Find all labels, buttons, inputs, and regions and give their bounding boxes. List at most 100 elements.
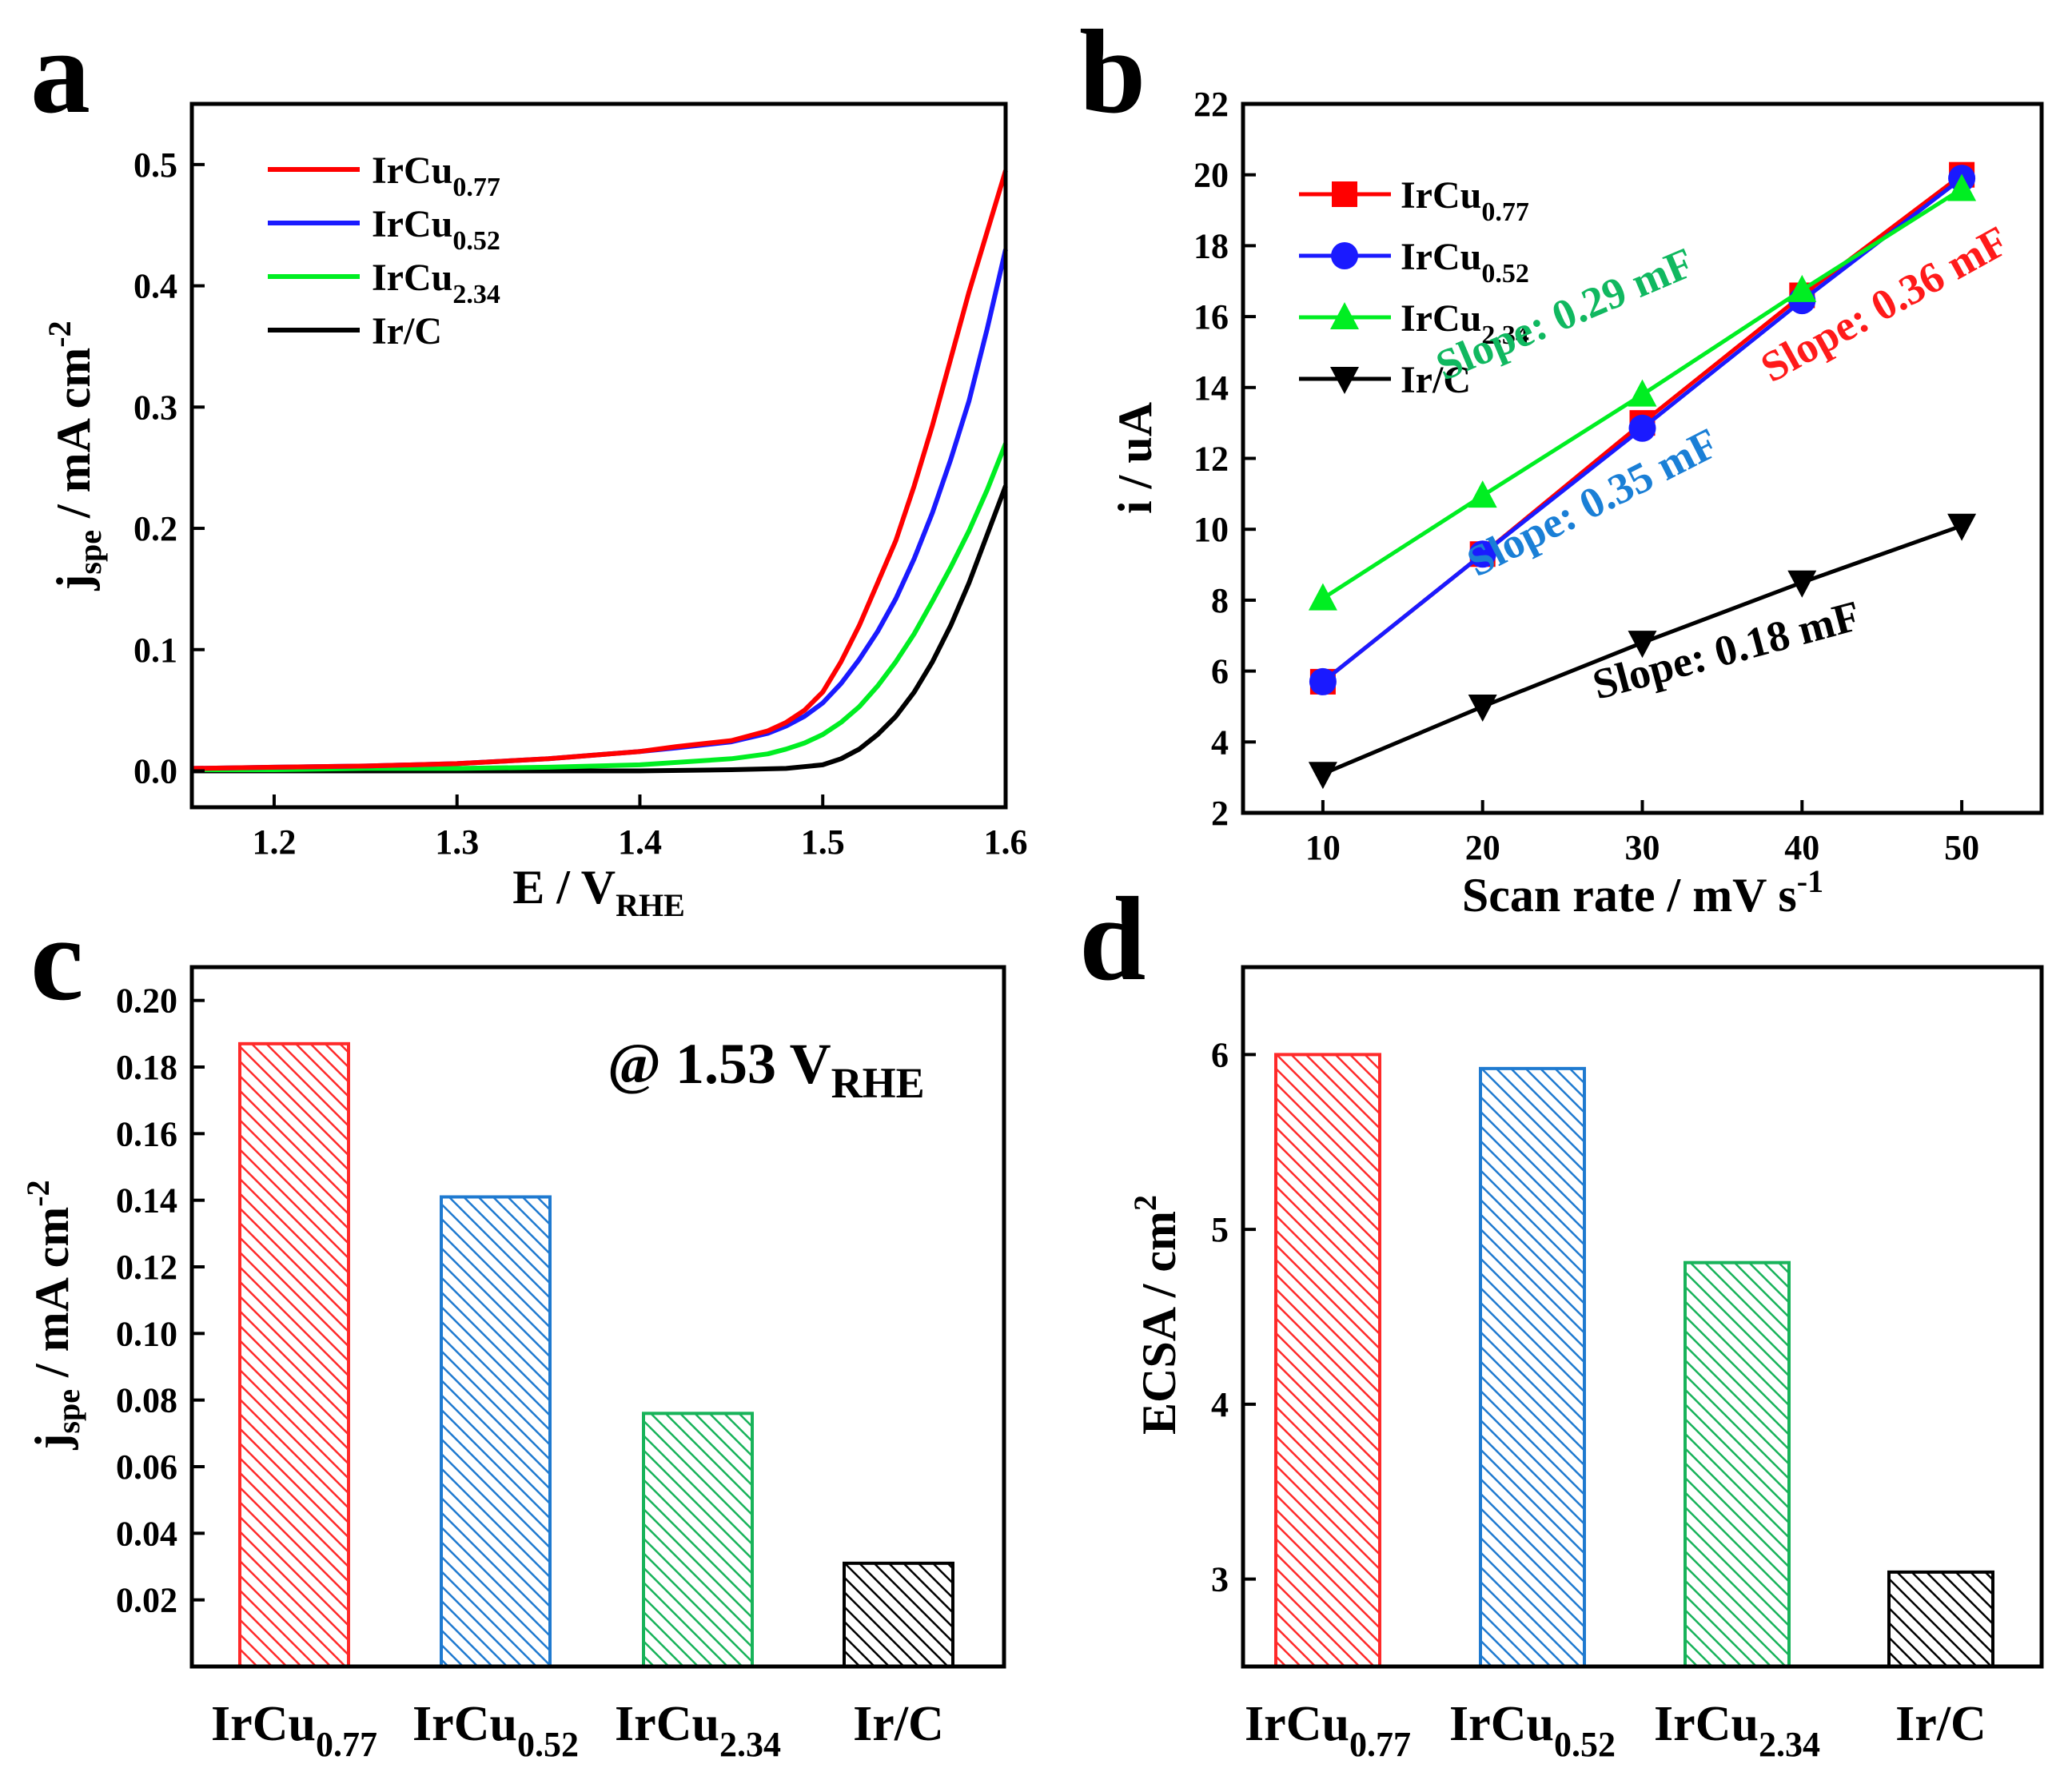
panel-d-y-tick-label: 5	[1211, 1210, 1229, 1249]
panel-d-category-label-ircu0-52: IrCu0.52	[1449, 1697, 1616, 1764]
panel-b-y-tick-label: 22	[1193, 85, 1229, 124]
panel-c-bar-ir-c	[843, 1561, 954, 1669]
panel-letter-c: c	[30, 893, 84, 1025]
panel-c-y-tick-label: 0.10	[116, 1314, 177, 1353]
legend-label-main: Ir/C	[372, 310, 442, 352]
panel-a-y-tick-label: 0.2	[133, 509, 177, 548]
panel-c-category-label-ir-c: Ir/C	[853, 1697, 944, 1751]
panel-b-legend-marker-ircu2-34	[1330, 302, 1359, 329]
panel-a-series-line-ircu0-52	[191, 249, 1008, 771]
panel-letter-d: d	[1079, 873, 1146, 1005]
legend-label-subscript: 2.34	[452, 280, 500, 309]
panel-a-y-axis-label: jspe / mA cm-2	[42, 321, 108, 591]
panel-d-y-axis-label: ECSA / cm2	[1127, 1195, 1185, 1435]
panel-d-bar-ir-c	[1887, 1570, 1994, 1668]
panel-b-x-tick-label: 10	[1305, 828, 1341, 867]
panel-a-plot-area	[191, 169, 1008, 774]
panel-a-y-tick-label: 0.5	[133, 145, 177, 185]
panel-c-y-tick-label: 0.12	[116, 1248, 177, 1287]
legend-label-subscript: 0.52	[1481, 259, 1529, 289]
panel-c-category-label-ircu0-77: IrCu0.77	[211, 1697, 377, 1764]
panel-d-y-tick-label: 6	[1211, 1035, 1229, 1074]
panel-b-y-tick-label: 6	[1211, 652, 1229, 691]
panel-a-y-tick-label: 0.1	[133, 631, 177, 670]
panel-a-x-tick-label: 1.2	[252, 822, 296, 862]
panel-d-frame	[1241, 965, 2044, 1669]
panel-d-y-tick-label: 3	[1211, 1560, 1229, 1599]
panel-b-legend-marker-ir-c	[1330, 367, 1359, 394]
category-label-subscript: 0.77	[316, 1725, 377, 1764]
panel-a-y-tick-label: 0.0	[133, 751, 177, 790]
panel-b-x-tick-label: 20	[1465, 828, 1500, 867]
category-label-main: IrCu	[1449, 1697, 1554, 1751]
panel-c-y-axis-label: jspe / mA cm-2	[20, 1180, 86, 1450]
category-label-main: IrCu	[412, 1697, 517, 1751]
panel-b-y-tick-label: 2	[1211, 794, 1229, 833]
panel-b-data-point-ir-c	[1308, 762, 1337, 790]
panel-c-y-tick-label: 0.20	[116, 982, 177, 1021]
legend-label-main: IrCu	[1401, 236, 1481, 278]
panel-letter-b: b	[1079, 6, 1146, 138]
legend-label-subscript: 0.77	[1481, 197, 1529, 227]
panel-b-x-axis-label: Scan rate / mV s-1	[1462, 863, 1823, 922]
panel-b-data-point-ircu2-34	[1787, 274, 1817, 302]
category-label-subscript: 0.52	[1554, 1725, 1616, 1764]
panel-b-y-axis-label: i / uA	[1109, 402, 1162, 514]
panel-b-x-tick-label: 40	[1784, 828, 1819, 867]
legend-label-subscript: 0.77	[452, 173, 500, 202]
legend-label-main: IrCu	[372, 203, 452, 245]
panel-a-series-line-ir-c	[192, 484, 1008, 774]
panel-a-legend-label-ircu2-34: IrCu2.34	[372, 257, 500, 309]
panel-d-bar-ircu2-34	[1684, 1260, 1791, 1668]
panel-d-y-tick-label: 4	[1211, 1385, 1229, 1424]
panel-b-data-point-ir-c	[1947, 513, 1977, 541]
panel-d-bar-ircu0-52	[1479, 1066, 1586, 1668]
panel-b-data-point-ircu2-34	[1468, 480, 1497, 508]
panel-a-line-chart: a 1.2 1.3 1.4 1.5 1.6 0.0 0.1 0.2 0.3 0.4 0.5 IrCu…	[30, 6, 1028, 923]
panel-b-data-point-ircu2-34	[1947, 173, 1977, 201]
panel-b-data-point-ircu0-52	[1309, 667, 1337, 695]
panel-c-y-tick-label: 0.02	[116, 1581, 177, 1620]
panel-b-x-tick-label: 30	[1625, 828, 1660, 867]
panel-a-y-tick-label: 0.4	[133, 267, 177, 306]
panel-b-y-tick-label: 14	[1193, 368, 1229, 408]
panel-a-x-tick-label: 1.6	[984, 822, 1028, 862]
panel-d-category-label-ircu0-77: IrCu0.77	[1245, 1697, 1411, 1764]
category-label-main: Ir/C	[853, 1697, 944, 1751]
panel-b-legend-label-ircu0-77: IrCu0.77	[1401, 174, 1529, 227]
panel-c-bar-ircu0-77	[238, 1041, 350, 1669]
legend-label-main: IrCu	[1401, 297, 1481, 340]
panel-b-legend-marker-ircu0-52	[1331, 242, 1358, 269]
panel-b-y-tick-label: 20	[1193, 156, 1229, 195]
panel-b-legend-marker-ircu0-77	[1332, 181, 1357, 207]
panel-c-y-tick-label: 0.14	[116, 1181, 177, 1220]
panel-a-x-axis-label: E / VRHE	[512, 861, 685, 923]
panel-a-legend-label-ircu0-52: IrCu0.52	[372, 203, 500, 256]
panel-c-plot-area	[238, 1041, 954, 1669]
panel-c-y-tick-label: 0.18	[116, 1048, 177, 1087]
panel-a-legend-label-ircu0-77: IrCu0.77	[372, 149, 500, 202]
category-label-main: IrCu	[211, 1697, 316, 1751]
panel-a-series-line-ircu2-34	[192, 442, 1008, 772]
panel-d-category-label-ir-c: Ir/C	[1895, 1697, 1986, 1751]
panel-b-data-point-ircu0-52	[1468, 540, 1496, 568]
panel-a-x-tick-label: 1.4	[618, 822, 662, 862]
panel-b-data-point-ir-c	[1468, 694, 1497, 722]
panel-c-bar-ircu0-52	[440, 1195, 552, 1668]
panel-a-legend-label-ir-c: Ir/C	[372, 310, 442, 352]
category-label-main: IrCu	[615, 1697, 719, 1751]
panel-c-frame	[189, 965, 1006, 1669]
category-label-subscript: 0.52	[517, 1725, 579, 1764]
panel-c-bar-chart: c IrCu0.77 IrCu0.52 IrCu2.34 Ir/C0.020.040.…	[20, 893, 1006, 1764]
panel-c-y-tick-label: 0.04	[116, 1514, 177, 1553]
panel-b-legend-label-ircu0-52: IrCu0.52	[1401, 236, 1529, 289]
panel-a-y-tick-label: 0.3	[133, 388, 177, 427]
panel-b-x-tick-label: 50	[1944, 828, 1979, 867]
legend-label-subscript: 0.52	[452, 226, 500, 256]
legend-label-main: IrCu	[372, 149, 452, 192]
panel-b-slope-annotation-ircu0-52: Slope: 0.35 mF	[1460, 419, 1726, 586]
category-label-subscript: 0.77	[1349, 1725, 1411, 1764]
